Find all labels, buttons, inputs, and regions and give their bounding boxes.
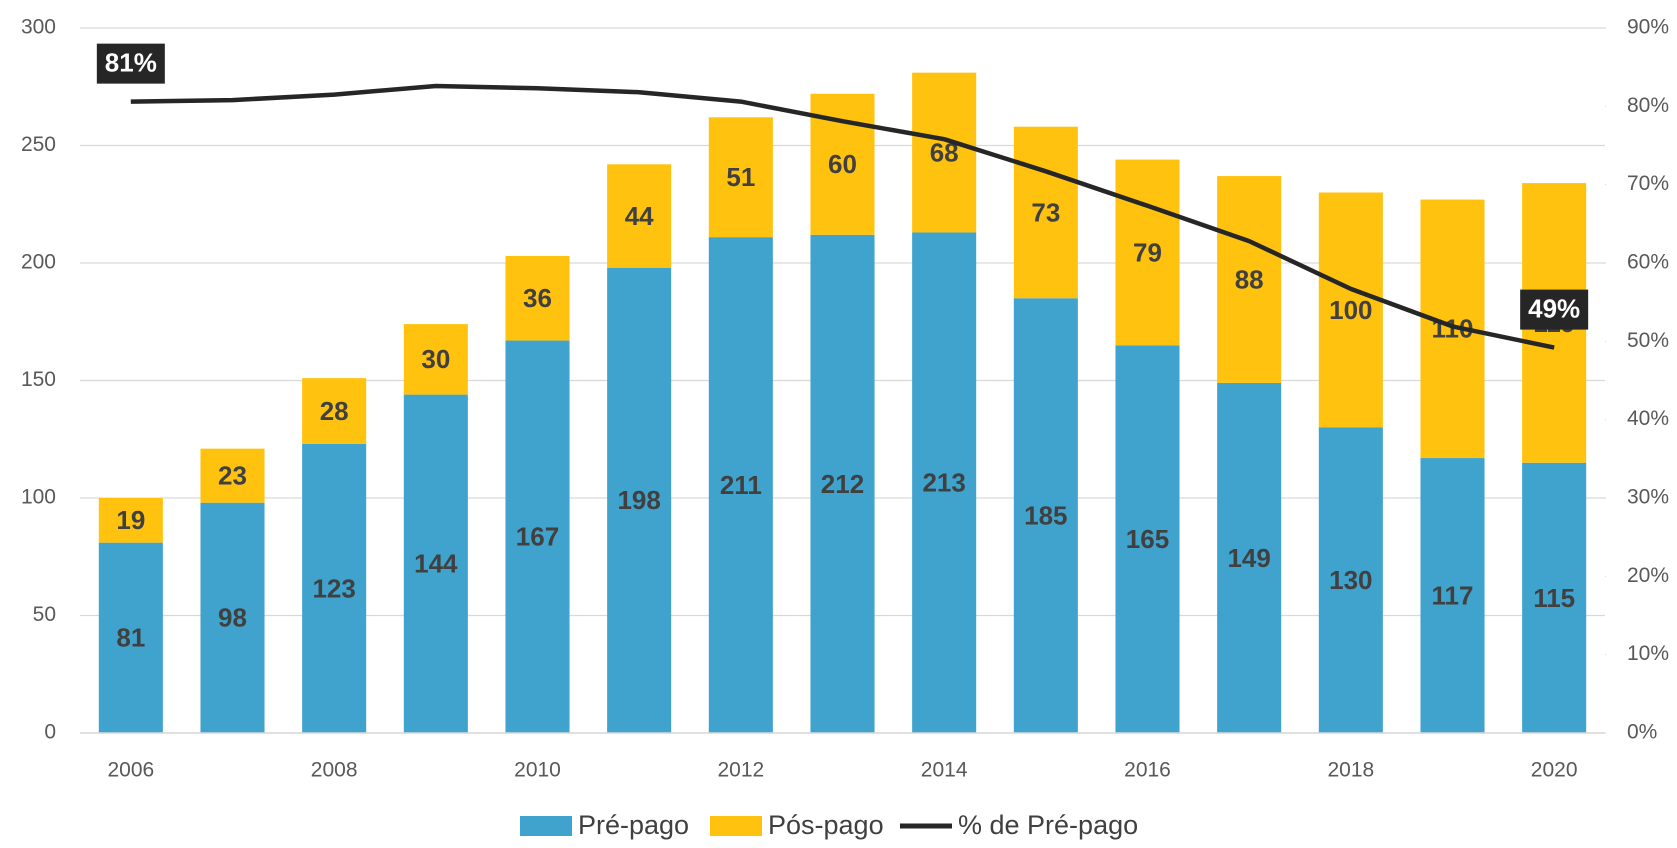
- data-label: 213: [922, 468, 965, 498]
- bar-segment: [98, 542, 163, 733]
- bar-segment: [200, 448, 265, 503]
- y-tick-label: 150: [21, 368, 56, 391]
- bar-segment: [912, 232, 977, 733]
- data-label: 100: [1329, 295, 1372, 325]
- legend-swatch: [520, 816, 572, 836]
- data-label: 28: [320, 396, 349, 426]
- y2-tick-label: 70%: [1627, 172, 1669, 195]
- data-label: 81%: [105, 48, 157, 78]
- y2-tick-label: 30%: [1627, 486, 1669, 509]
- y2-tick-label: 90%: [1627, 16, 1669, 39]
- data-label: 149: [1227, 543, 1270, 573]
- label-box: [1520, 289, 1589, 330]
- data-label: 30: [421, 344, 450, 374]
- bar-segment: [1115, 345, 1180, 733]
- y2-tick-label: 10%: [1627, 642, 1669, 665]
- bar-segment: [912, 72, 977, 233]
- legend-label: % de Pré-pago: [958, 810, 1138, 840]
- bar-segment: [708, 237, 773, 733]
- x-tick-label: 2012: [717, 759, 764, 782]
- data-label: 81: [116, 623, 145, 653]
- bar-segment: [1013, 298, 1078, 733]
- data-label: 144: [414, 549, 458, 579]
- data-label: 98: [218, 603, 247, 633]
- x-tick-label: 2018: [1327, 759, 1374, 782]
- data-label: 130: [1329, 565, 1372, 595]
- data-label: 115: [1533, 583, 1575, 613]
- bar-segment: [505, 255, 570, 341]
- bar-segment: [1318, 427, 1383, 733]
- y-tick-label: 100: [21, 486, 56, 509]
- data-label: 167: [516, 522, 559, 552]
- data-label: 88: [1235, 264, 1264, 294]
- data-label: 123: [312, 573, 355, 603]
- bar-segment: [1013, 126, 1078, 299]
- bar-segment: [1217, 382, 1282, 733]
- x-tick-label: 2014: [921, 759, 968, 782]
- data-label: 23: [218, 461, 247, 491]
- x-tick-label: 2008: [311, 759, 358, 782]
- bar-segment: [607, 164, 672, 268]
- data-label: 212: [821, 469, 864, 499]
- y2-tick-label: 20%: [1627, 564, 1669, 587]
- bar-segment: [1115, 159, 1180, 346]
- data-label: 185: [1024, 501, 1067, 531]
- bar-segment: [302, 378, 367, 444]
- y2-tick-label: 40%: [1627, 407, 1669, 430]
- bar-segment: [200, 502, 265, 733]
- legend-swatch: [710, 816, 762, 836]
- bar-segment: [98, 498, 163, 543]
- line: [130, 83, 1555, 350]
- y-tick-label: 0: [44, 721, 56, 744]
- data-label: 117: [1432, 580, 1474, 610]
- bar-segment: [810, 234, 875, 734]
- data-label: 165: [1126, 524, 1169, 554]
- bar-segment: [403, 324, 468, 395]
- bar-segment: [607, 267, 672, 733]
- legend-label: Pós-pago: [768, 810, 884, 840]
- x-tick-label: 2020: [1531, 759, 1578, 782]
- y-tick-label: 250: [21, 133, 56, 156]
- x-tick-label: 2006: [107, 759, 154, 782]
- bar-segment: [505, 340, 570, 733]
- data-label: 79: [1133, 237, 1162, 267]
- data-label: 198: [617, 485, 660, 515]
- data-label: 19: [116, 505, 145, 535]
- label-box: [96, 43, 165, 84]
- bar-segment: [1522, 462, 1587, 733]
- data-label: 60: [828, 149, 857, 179]
- data-label: 36: [523, 283, 552, 313]
- y2-tick-label: 80%: [1627, 94, 1669, 117]
- bar-segment: [708, 117, 773, 238]
- x-tick-label: 2010: [514, 759, 561, 782]
- data-label: 51: [726, 162, 755, 192]
- bar-segment: [302, 443, 367, 733]
- x-tick-label: 2016: [1124, 759, 1171, 782]
- y2-tick-label: 50%: [1627, 329, 1669, 352]
- y2-tick-label: 0%: [1627, 721, 1657, 744]
- y-tick-label: 50: [33, 603, 56, 626]
- bar-segment: [403, 394, 468, 733]
- data-label: 73: [1031, 197, 1060, 227]
- data-label: 44: [625, 201, 654, 231]
- y-tick-label: 300: [21, 16, 56, 39]
- y2-tick-label: 60%: [1627, 251, 1669, 274]
- bar-segment: [1318, 192, 1383, 428]
- data-label: 211: [720, 470, 762, 500]
- bar-segment: [1420, 458, 1485, 733]
- data-label: 49%: [1528, 293, 1580, 323]
- y-tick-label: 200: [21, 251, 56, 274]
- legend-label: Pré-pago: [578, 810, 689, 840]
- bar-segment: [1217, 176, 1282, 383]
